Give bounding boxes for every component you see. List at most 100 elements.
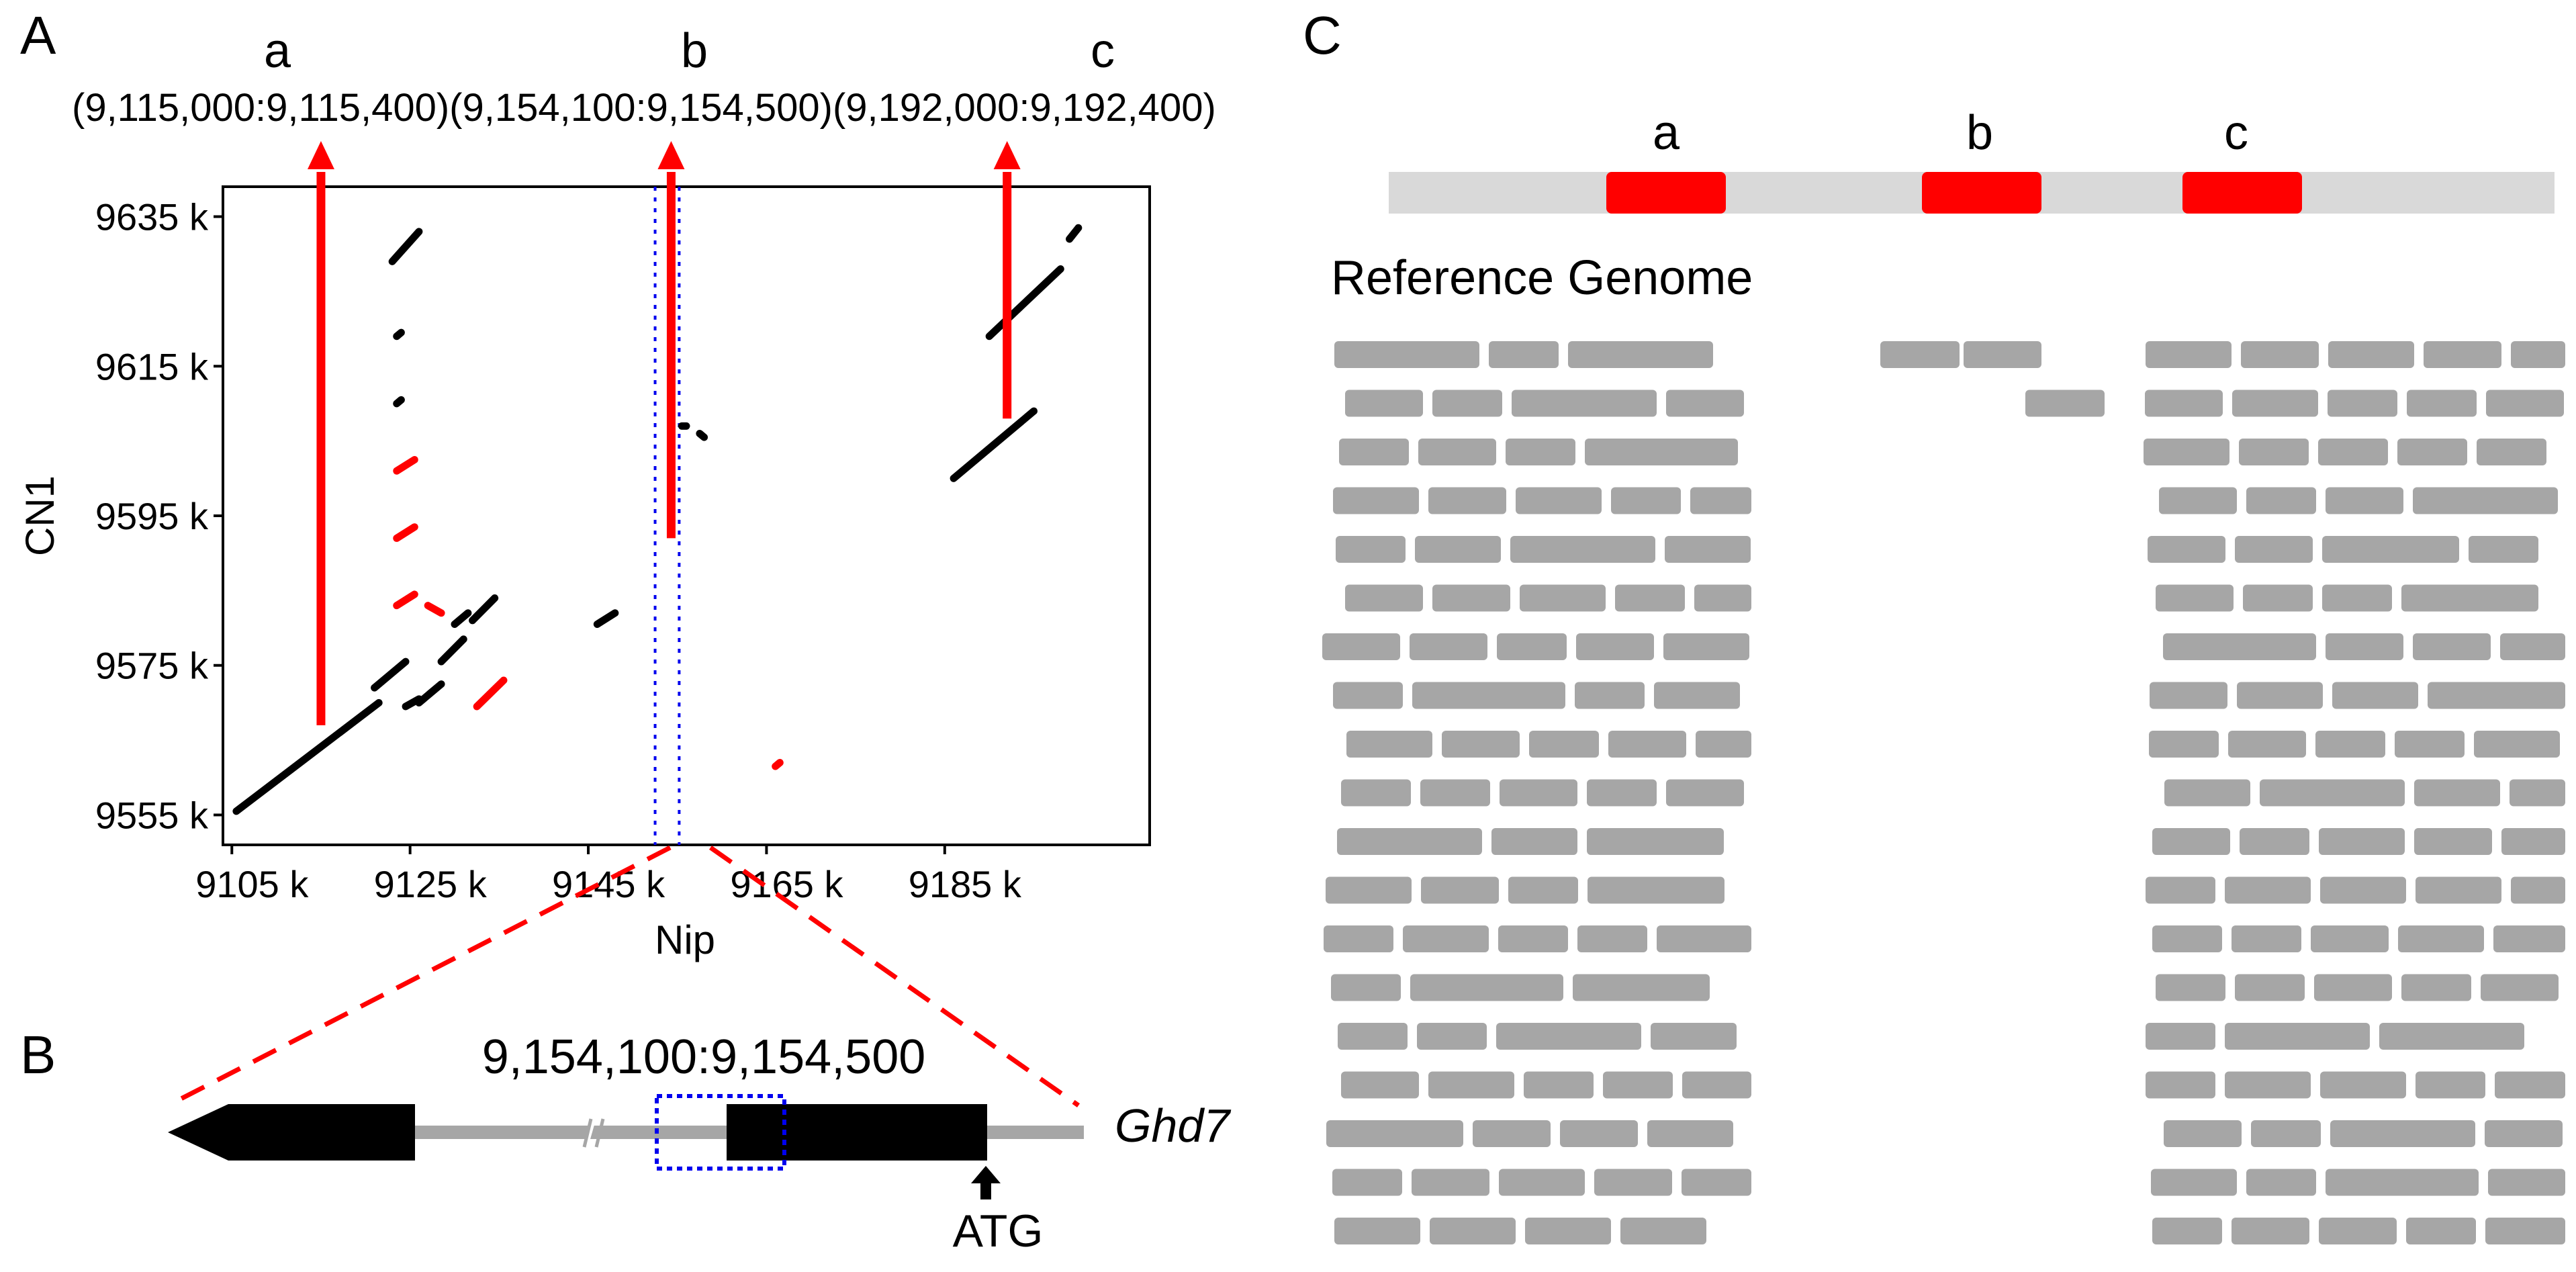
read: [2152, 925, 2222, 952]
marker-arrows: [307, 141, 1021, 725]
read: [1603, 1071, 1673, 1099]
inverted-segment: [393, 455, 418, 475]
read: [2148, 536, 2225, 563]
read: [2159, 487, 2237, 514]
alignment-segment: [415, 680, 445, 707]
marker-arrowhead-icon: [657, 141, 685, 169]
read: [2319, 828, 2405, 855]
alignment-segment: [371, 657, 410, 692]
y-tick-label: 9595 k: [95, 495, 209, 537]
marker-c-label: c: [1091, 24, 1115, 78]
alignment-segments: [232, 224, 1083, 815]
region-box: [655, 1094, 786, 1171]
exon-arrow-left: [168, 1104, 415, 1161]
read: [2235, 974, 2305, 1001]
read: [1520, 584, 1606, 612]
alignment-segment: [451, 609, 472, 628]
read: [1620, 1218, 1706, 1244]
read: [2240, 828, 2309, 855]
read: [1337, 828, 1482, 855]
read: [1615, 584, 1685, 612]
read: [1696, 731, 1751, 758]
read: [1516, 487, 1602, 514]
read: [1651, 1023, 1737, 1050]
read: [2322, 536, 2459, 563]
read: [1608, 731, 1686, 758]
read: [2488, 1169, 2565, 1196]
read: [2326, 1169, 2479, 1196]
read: [1333, 487, 1419, 514]
atg-arrow-icon: [971, 1166, 1001, 1199]
read: [2243, 584, 2313, 612]
read: [2156, 584, 2234, 612]
read: [2414, 779, 2500, 807]
read: [1410, 633, 1487, 660]
read: [2232, 925, 2301, 952]
alignment-segment: [388, 228, 423, 265]
read: [1322, 633, 1400, 660]
read: [1682, 1071, 1751, 1099]
y-axis-title: CN1: [17, 475, 62, 556]
read: [2232, 390, 2318, 417]
read: [1415, 536, 1501, 563]
x-axis: 9105 k 9125 k 9145 k 9165 k 9185 k: [195, 845, 1022, 905]
alignment-segment: [232, 698, 383, 815]
read: [1333, 682, 1403, 709]
read: [1499, 1169, 1585, 1196]
coordinate-ranges: (9,115,000:9,115,400)(9,154,100:9,154,50…: [72, 86, 1216, 130]
read: [1345, 584, 1423, 612]
break-mark-2: [594, 1118, 605, 1148]
read: [2413, 633, 2491, 660]
read: [2163, 633, 2316, 660]
reads: [1322, 341, 2565, 1244]
x-tick-label: 9105 k: [195, 863, 309, 905]
y-tick-label: 9555 k: [95, 794, 209, 836]
alignment-segment: [985, 265, 1064, 340]
read: [1665, 536, 1751, 563]
read: [1339, 439, 1409, 465]
read: [2239, 439, 2309, 465]
alignment-segment: [1066, 224, 1083, 243]
read: [1647, 1120, 1733, 1147]
read: [1491, 828, 1577, 855]
exon-right: [727, 1104, 987, 1161]
reference-genome-title: Reference Genome: [1331, 251, 1753, 305]
region-a-block: [1606, 172, 1726, 214]
read: [2332, 682, 2418, 709]
read: [1432, 584, 1510, 612]
read: [2328, 341, 2414, 368]
read: [1525, 1218, 1611, 1244]
read: [2413, 487, 2558, 514]
alignment-segment: [393, 396, 405, 408]
read: [1489, 341, 1559, 368]
read: [1575, 682, 1645, 709]
read: [1529, 731, 1599, 758]
read: [1666, 779, 1744, 807]
read: [2493, 925, 2565, 952]
read: [2326, 487, 2403, 514]
read: [1524, 1071, 1594, 1099]
read: [2395, 731, 2465, 758]
read: [1442, 731, 1520, 758]
read: [1334, 341, 1479, 368]
read: [2397, 439, 2467, 465]
alignment-segment: [469, 594, 499, 625]
read: [2146, 341, 2232, 368]
read: [1345, 390, 1423, 417]
read: [1324, 925, 1393, 952]
read: [1412, 682, 1565, 709]
panel-a: A a b c (9,115,000:9,115,400)(9,154,100:…: [17, 5, 1216, 962]
read: [2398, 925, 2484, 952]
read: [2146, 1023, 2215, 1050]
y-tick-label: 9575 k: [95, 645, 209, 687]
read: [1694, 584, 1751, 612]
read: [2149, 731, 2219, 758]
read: [2474, 731, 2560, 758]
read: [1510, 536, 1655, 563]
read: [2481, 974, 2559, 1001]
read: [1666, 390, 1744, 417]
read: [2414, 828, 2492, 855]
read: [2144, 439, 2229, 465]
read: [1338, 1023, 1408, 1050]
